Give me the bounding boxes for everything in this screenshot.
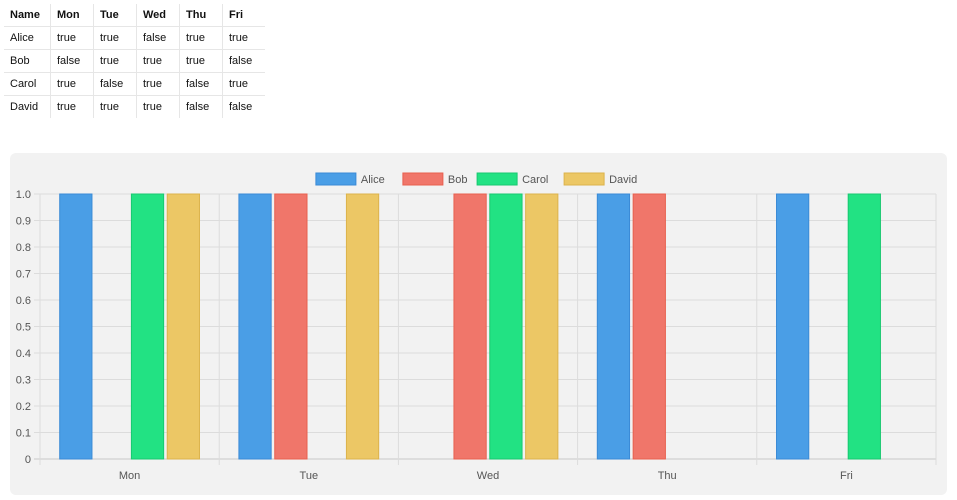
header-cell: Mon <box>50 4 94 27</box>
table-row: David true true true false false <box>4 95 265 118</box>
attendance-table: Name Mon Tue Wed Thu Fri Alice true true… <box>4 4 265 118</box>
table-header-row: Name Mon Tue Wed Thu Fri <box>4 4 265 27</box>
y-tick-label: 0.8 <box>16 242 31 254</box>
bar-alice <box>238 193 272 460</box>
table-cell: David <box>4 95 51 118</box>
table-cell: true <box>50 72 94 96</box>
legend-swatch-alice[interactable] <box>315 172 357 186</box>
bar-carol <box>489 193 523 460</box>
table-cell: Bob <box>4 49 51 73</box>
y-tick-label: 0.9 <box>16 216 31 228</box>
legend-swatch-david[interactable] <box>563 172 605 186</box>
table-cell: true <box>222 26 265 50</box>
legend-label-bob[interactable]: Bob <box>448 174 468 186</box>
y-tick-label: 1.0 <box>16 189 31 201</box>
bar-chart: 0 0.1 0.2 0.3 0.4 0.5 0.6 0.7 0.8 0.9 1.0 Mon Tue Wed… <box>16 172 937 482</box>
table-cell: false <box>136 26 180 50</box>
y-tick-label: 0.5 <box>16 322 31 334</box>
bar-david <box>166 193 200 460</box>
table-cell: false <box>93 72 137 96</box>
x-tick-label: Tue <box>300 470 319 482</box>
legend-swatch-carol[interactable] <box>476 172 518 186</box>
table-cell: true <box>93 95 137 118</box>
legend-label-david[interactable]: David <box>609 174 637 186</box>
table-row: Carol true false true false true <box>4 72 265 96</box>
legend-swatch-bob[interactable] <box>402 172 444 186</box>
table-cell: Carol <box>4 72 51 96</box>
header-cell: Fri <box>222 4 265 27</box>
bar-alice <box>59 193 93 460</box>
table-row: Bob false true true true false <box>4 49 265 73</box>
header-cell: Wed <box>136 4 180 27</box>
bar-bob <box>274 193 308 460</box>
table-cell: true <box>93 49 137 73</box>
y-tick-label: 0.6 <box>16 295 31 307</box>
table-cell: false <box>179 72 223 96</box>
bar-carol <box>847 193 881 460</box>
table-cell: true <box>50 95 94 118</box>
x-tick-label: Fri <box>840 470 853 482</box>
table-cell: true <box>136 72 180 96</box>
header-cell: Thu <box>179 4 223 27</box>
table-cell: true <box>136 49 180 73</box>
table-cell: true <box>136 95 180 118</box>
table-cell: false <box>222 95 265 118</box>
bar-bob <box>453 193 487 460</box>
table-cell: true <box>222 72 265 96</box>
table-cell: false <box>179 95 223 118</box>
table-cell: true <box>179 26 223 50</box>
y-tick-label: 0.3 <box>16 375 31 387</box>
table-cell: true <box>93 26 137 50</box>
bar-bob <box>632 193 666 460</box>
y-tick-label: 0.1 <box>16 428 31 440</box>
table-row: Alice true true false true true <box>4 26 265 50</box>
y-tick-label: 0.4 <box>16 348 31 360</box>
table-cell: false <box>222 49 265 73</box>
y-tick-label: 0 <box>25 454 31 466</box>
table-cell: false <box>50 49 94 73</box>
legend-label-alice[interactable]: Alice <box>361 174 385 186</box>
bar-david <box>345 193 380 460</box>
x-tick-label: Thu <box>658 470 677 482</box>
y-tick-label: 0.7 <box>16 269 31 281</box>
header-cell: Tue <box>93 4 137 27</box>
bar-carol <box>130 193 165 460</box>
header-cell: Name <box>10 9 40 21</box>
bar-alice <box>776 193 810 460</box>
chart-panel: 0 0.1 0.2 0.3 0.4 0.5 0.6 0.7 0.8 0.9 1.0 Mon Tue Wed… <box>10 153 947 495</box>
y-tick-label: 0.2 <box>16 401 31 413</box>
bar-david <box>525 193 559 460</box>
table-cell: true <box>50 26 94 50</box>
bar-alice <box>596 193 631 460</box>
legend-label-carol[interactable]: Carol <box>522 174 548 186</box>
x-tick-label: Mon <box>119 470 140 482</box>
table-cell: Alice <box>4 26 51 50</box>
table-cell: true <box>179 49 223 73</box>
x-tick-label: Wed <box>477 470 499 482</box>
